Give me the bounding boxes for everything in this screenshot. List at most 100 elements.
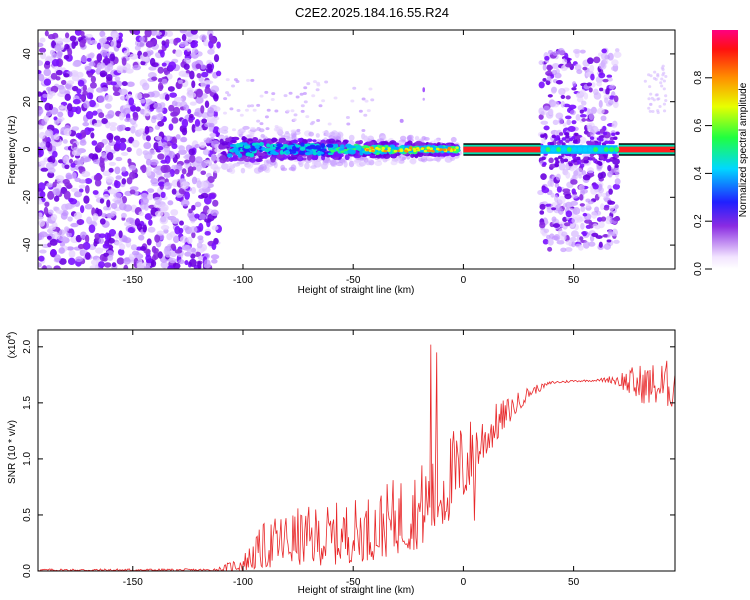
spectral-blob [194, 143, 201, 149]
spectral-blob [291, 148, 297, 154]
spectral-blob [70, 162, 76, 168]
spectral-blob [658, 104, 662, 108]
spectral-blob [107, 254, 114, 262]
spectral-blob [96, 62, 103, 71]
spectral-blob [579, 203, 585, 207]
spectral-blob [121, 178, 127, 185]
spectral-blob [455, 146, 459, 149]
spectral-blob [77, 218, 83, 226]
spectral-blob [50, 72, 58, 80]
spectral-blob [339, 144, 345, 149]
spectral-blob [109, 53, 116, 62]
spectral-blob [71, 172, 77, 180]
spectral-blob [256, 119, 261, 123]
snr-x-axis-label: Height of straight line (km) [298, 585, 415, 596]
spectral-blob [540, 173, 547, 180]
spectral-blob [157, 146, 164, 151]
spectral-blob [211, 258, 218, 264]
spectral-blob [46, 182, 53, 188]
spectral-blob [549, 141, 555, 146]
spectral-blob [366, 109, 371, 113]
spectral-blob [399, 149, 404, 153]
spectral-blob [557, 195, 566, 204]
spectral-blob [184, 159, 191, 164]
spectral-blob [563, 158, 569, 163]
spectral-blob [212, 116, 220, 121]
spectral-blob [225, 78, 230, 82]
spectral-blob [596, 81, 603, 87]
spectral-blob [206, 63, 213, 69]
spectral-blob [70, 106, 78, 113]
spectral-blob [123, 257, 131, 265]
spectral-blob [572, 206, 581, 215]
spectral-blob [407, 148, 411, 152]
spectral-blob [583, 156, 589, 161]
spectral-blob [547, 246, 553, 252]
spectral-blob [90, 259, 99, 266]
spectral-blob [153, 102, 162, 110]
spectral-blob [183, 63, 190, 70]
spectral-blob [116, 65, 124, 74]
spectral-blob [581, 118, 587, 122]
spectral-blob [317, 151, 322, 157]
spectral-blob [88, 153, 95, 160]
spectral-blob [39, 191, 46, 198]
spectral-blob [184, 260, 189, 266]
spectral-blob [67, 47, 73, 57]
spectral-blob [315, 88, 320, 92]
spectral-blob [661, 73, 665, 77]
spectral-blob [282, 144, 289, 148]
spectral-blob [362, 135, 369, 140]
spectral-blob [207, 48, 215, 55]
spectral-blob [39, 37, 46, 43]
spectral-blob [260, 152, 266, 157]
spectral-blob [58, 247, 65, 254]
spectral-blob [178, 259, 185, 265]
spectral-blob [538, 60, 544, 66]
spectral-blob [129, 189, 136, 195]
spectral-blob [120, 212, 127, 219]
spectral-blob [612, 183, 621, 190]
spectral-blob [590, 82, 596, 88]
spectral-blob [123, 221, 130, 227]
spectral-blob [601, 48, 608, 54]
spectral-blob [578, 136, 587, 144]
spectral-blob [38, 146, 42, 155]
spectral-blob [295, 95, 300, 99]
spectral-blob [546, 75, 552, 82]
spectral-blob [255, 158, 263, 163]
spectral-blob [606, 74, 613, 79]
spectral-blob [574, 63, 582, 71]
spectral-blob [299, 92, 304, 96]
spectral-blob [46, 110, 52, 117]
spectral-blob [142, 82, 150, 91]
spectral-blob [570, 230, 579, 238]
spectral-blob [140, 196, 149, 205]
spectral-blob [175, 134, 181, 140]
spectral-blob [328, 138, 336, 144]
spectral-blob [48, 225, 56, 231]
spectral-blob [196, 242, 203, 249]
spectral-blob [566, 147, 572, 152]
spectral-blob [148, 219, 153, 226]
spectral-blob [613, 239, 620, 244]
spectral-blob [127, 158, 132, 165]
spectral-blob [299, 146, 306, 151]
spectrogram-panel: -150 -100 -50 0 50 -40 -20 0 20 40 Height of stra… [7, 29, 676, 296]
spectral-blob [161, 78, 168, 85]
spectral-blob [582, 231, 587, 237]
spectral-blob [444, 156, 453, 163]
snr-plot-area [38, 344, 675, 571]
spectral-blob [595, 235, 603, 239]
spectral-blob [71, 150, 78, 156]
y-tick-label: 0.5 [22, 508, 33, 522]
spectral-blob [250, 78, 255, 82]
spectral-blob [291, 130, 296, 134]
spectral-blob [364, 99, 369, 103]
spectral-blob [308, 131, 314, 137]
spectral-blob [375, 147, 379, 150]
spectral-blob [239, 143, 244, 148]
spectral-blob [559, 157, 565, 164]
spectral-blob [91, 140, 98, 146]
spectral-blob [64, 226, 70, 232]
